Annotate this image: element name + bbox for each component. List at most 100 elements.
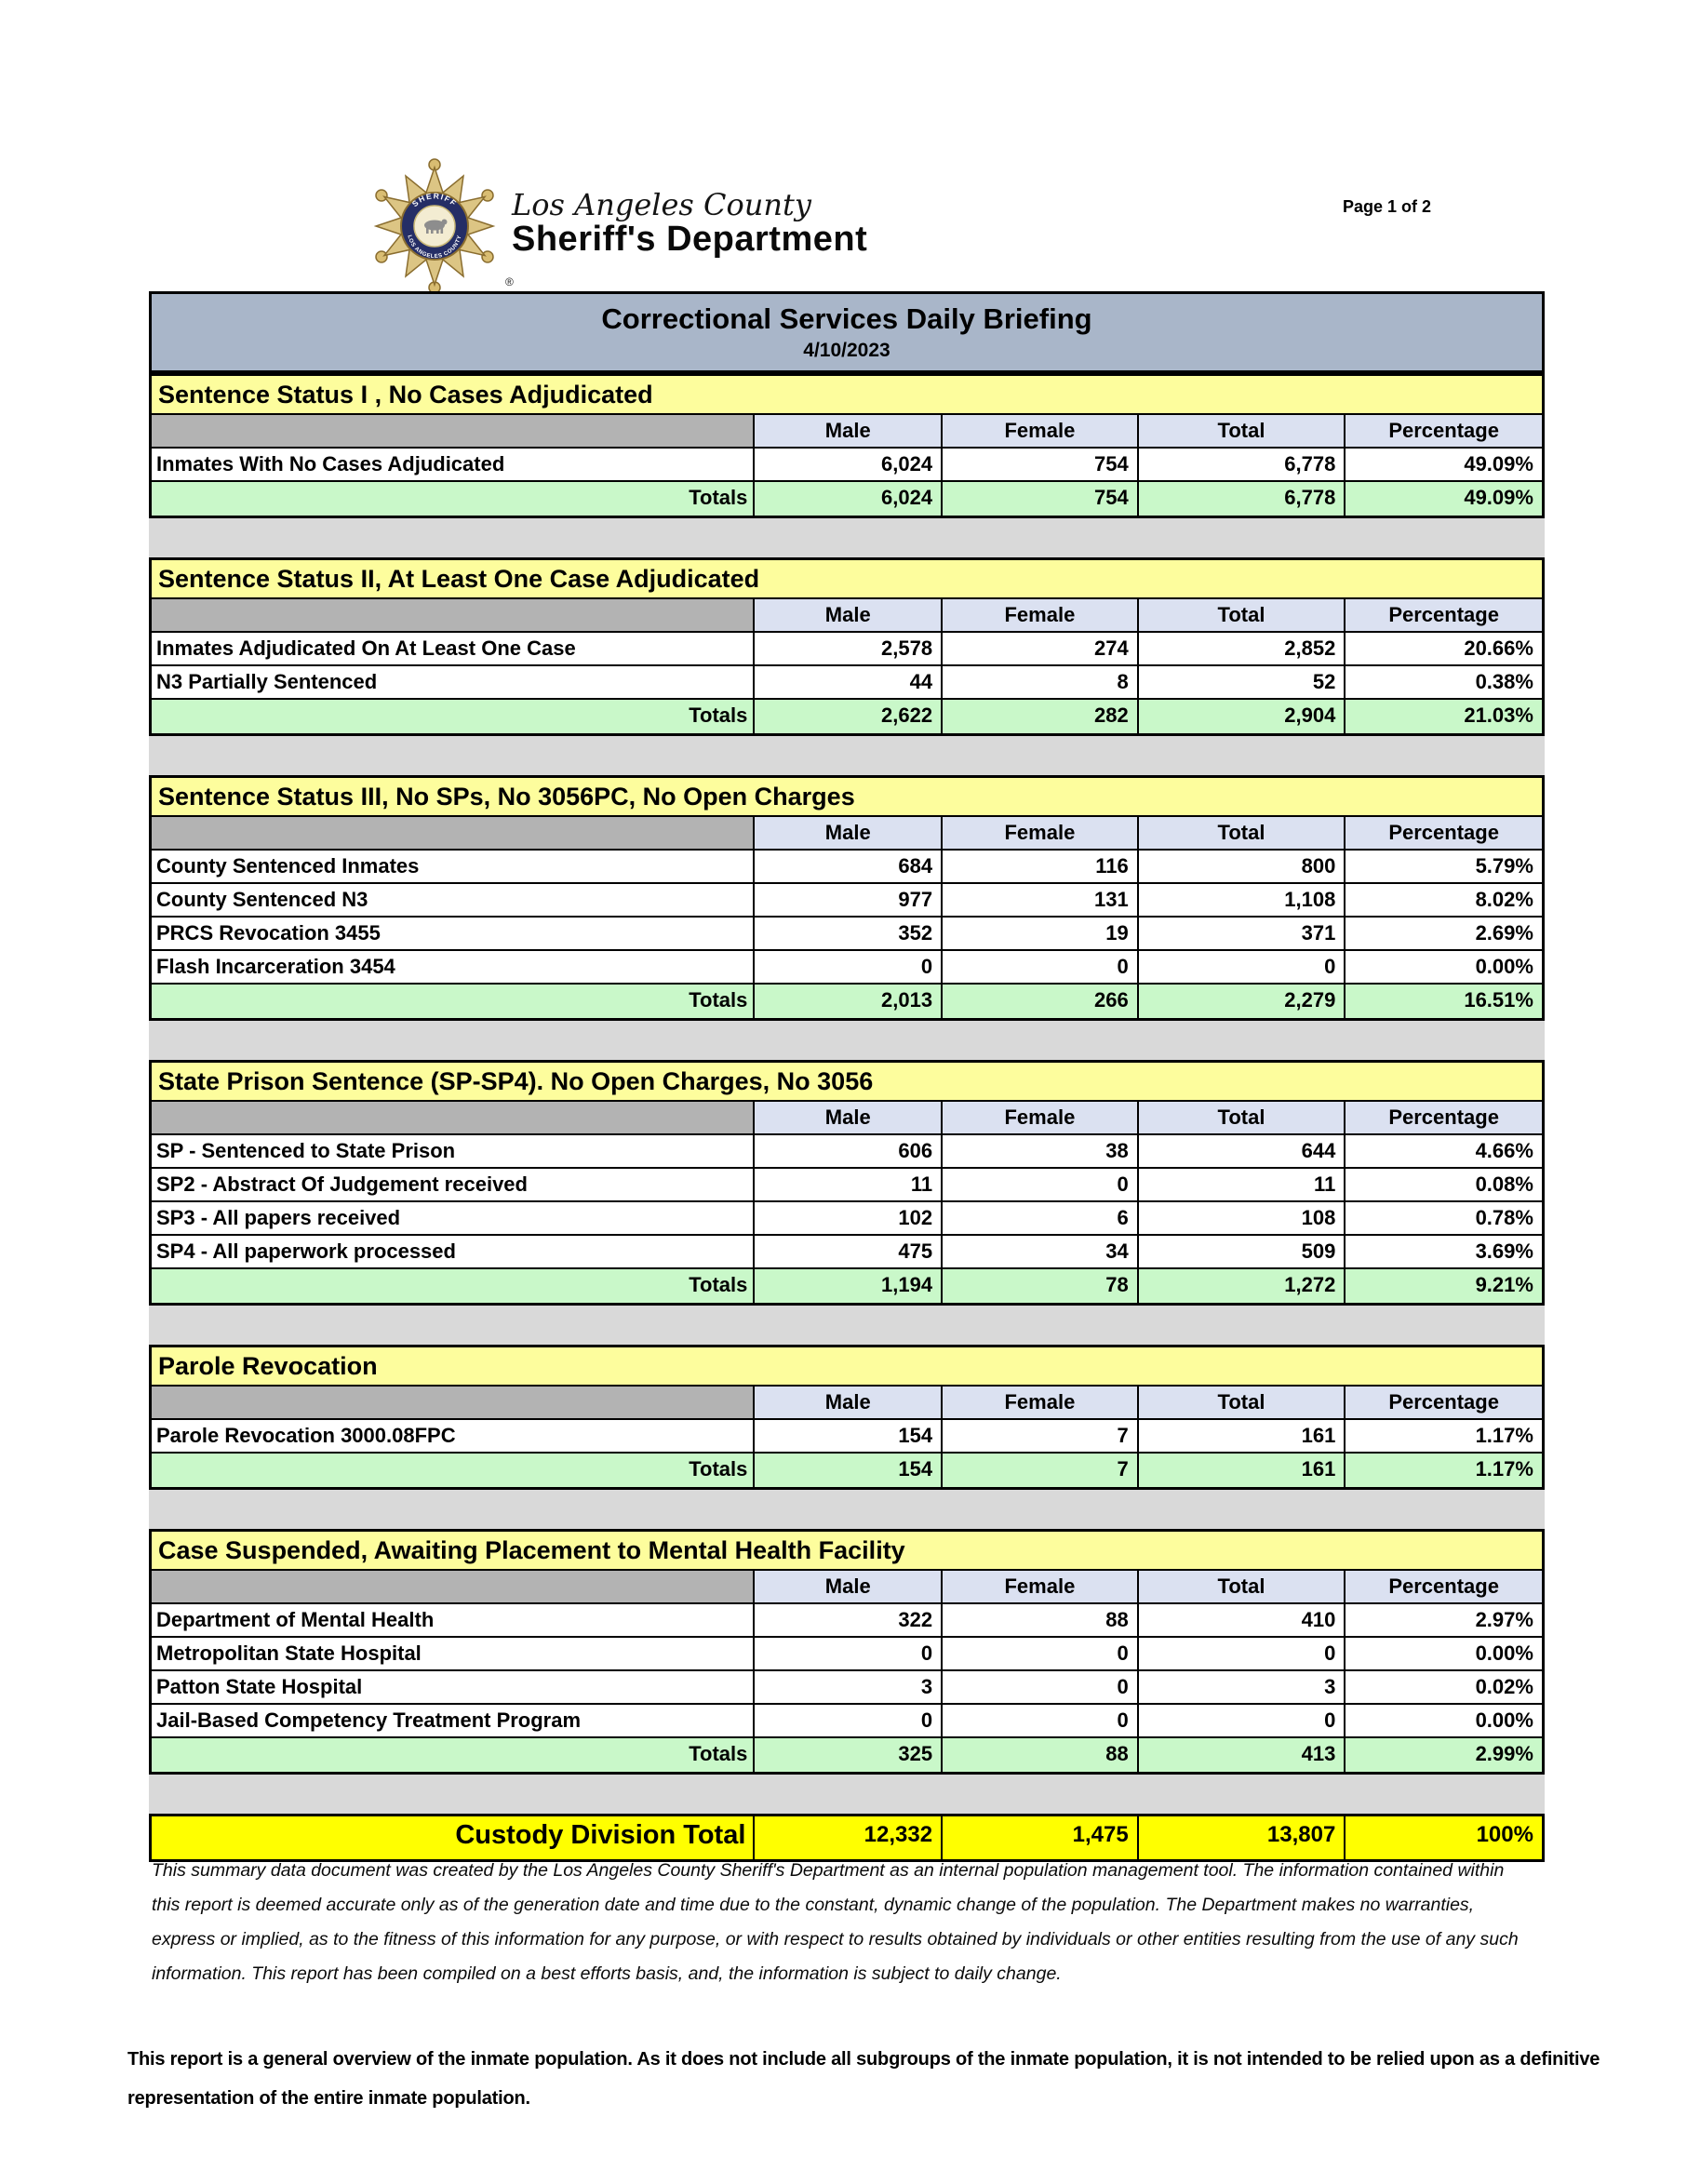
row-total: 2,852 xyxy=(1138,633,1346,664)
disclaimer-text: This summary data document was created b… xyxy=(152,1860,1519,1984)
table-row: Inmates Adjudicated On At Least One Case… xyxy=(152,633,1542,666)
row-percentage: 0.78% xyxy=(1346,1202,1542,1234)
row-male: 0 xyxy=(755,1705,944,1736)
table-row: County Sentenced N3 977 131 1,108 8.02% xyxy=(152,884,1542,918)
row-label: Parole Revocation 3000.08FPC xyxy=(152,1420,756,1452)
table-row: SP3 - All papers received 102 6 108 0.78% xyxy=(152,1202,1542,1236)
row-percentage: 0.02% xyxy=(1346,1671,1542,1703)
totals-label: Totals xyxy=(152,1269,756,1303)
table-row: County Sentenced Inmates 684 116 800 5.79% xyxy=(152,851,1542,884)
row-total: 0 xyxy=(1138,1638,1346,1669)
totals-row: Totals 154 7 161 1.17% xyxy=(152,1454,1542,1487)
table-row: Patton State Hospital 3 0 3 0.02% xyxy=(152,1671,1542,1705)
totals-female: 78 xyxy=(943,1269,1139,1303)
totals-label: Totals xyxy=(152,1454,756,1487)
agency-name-department: Sheriff's Department xyxy=(512,220,868,259)
row-male: 0 xyxy=(755,1638,944,1669)
totals-male: 325 xyxy=(755,1738,944,1772)
totals-percentage: 1.17% xyxy=(1346,1454,1542,1487)
row-total: 800 xyxy=(1138,851,1346,882)
section-5: Parole Revocation Male Female Total Percenta… xyxy=(149,1345,1545,1490)
column-header-male: Male xyxy=(755,1102,944,1133)
column-header-male: Male xyxy=(755,415,944,447)
table-row: SP2 - Abstract Of Judgement received 11 0 1… xyxy=(152,1169,1542,1202)
row-male: 684 xyxy=(755,851,944,882)
totals-female: 282 xyxy=(943,700,1139,733)
totals-female: 88 xyxy=(943,1738,1139,1772)
row-percentage: 0.00% xyxy=(1346,1705,1542,1736)
row-label: SP3 - All papers received xyxy=(152,1202,756,1234)
row-percentage: 0.00% xyxy=(1346,951,1542,983)
column-header-percentage: Percentage xyxy=(1346,599,1542,631)
row-total: 410 xyxy=(1138,1604,1346,1636)
row-male: 606 xyxy=(755,1135,944,1167)
grand-total-total: 13,807 xyxy=(1138,1816,1346,1859)
row-male: 352 xyxy=(755,918,944,949)
daily-briefing-table: Correctional Services Daily Briefing 4/1… xyxy=(149,291,1545,1862)
column-header-percentage: Percentage xyxy=(1346,1571,1542,1602)
row-label: Inmates With No Cases Adjudicated xyxy=(152,449,756,480)
table-row: Department of Mental Health 322 88 410 2.97% xyxy=(152,1604,1542,1638)
section-spacer xyxy=(149,736,1545,775)
row-male: 44 xyxy=(755,666,944,698)
agency-logo: SHERIFF LOS ANGELES COUNTY Los Angeles C… xyxy=(363,110,958,294)
row-female: 38 xyxy=(943,1135,1139,1167)
report-date: 4/10/2023 xyxy=(803,340,890,361)
row-female: 0 xyxy=(943,1705,1139,1736)
totals-percentage: 2.99% xyxy=(1346,1738,1542,1772)
totals-female: 266 xyxy=(943,985,1139,1018)
row-female: 0 xyxy=(943,1638,1139,1669)
section-title: Parole Revocation xyxy=(152,1347,1542,1387)
totals-row: Totals 1,194 78 1,272 9.21% xyxy=(152,1269,1542,1303)
row-label: County Sentenced Inmates xyxy=(152,851,756,882)
column-header-total: Total xyxy=(1138,1571,1346,1602)
row-total: 11 xyxy=(1138,1169,1346,1200)
grand-total-label: Custody Division Total xyxy=(152,1816,756,1859)
row-total: 371 xyxy=(1138,918,1346,949)
row-male: 475 xyxy=(755,1236,944,1267)
column-header-total: Total xyxy=(1138,1387,1346,1418)
row-female: 34 xyxy=(943,1236,1139,1267)
column-header-female: Female xyxy=(943,817,1139,849)
row-male: 6,024 xyxy=(755,449,944,480)
section-spacer xyxy=(149,1775,1545,1814)
section-1: Sentence Status I , No Cases Adjudicated… xyxy=(149,373,1545,518)
totals-total: 2,279 xyxy=(1138,985,1346,1018)
totals-female: 7 xyxy=(943,1454,1139,1487)
row-female: 274 xyxy=(943,633,1139,664)
row-label: SP - Sentenced to State Prison xyxy=(152,1135,756,1167)
registered-trademark-mark: ® xyxy=(505,275,514,288)
row-label: SP2 - Abstract Of Judgement received xyxy=(152,1169,756,1200)
row-female: 0 xyxy=(943,1671,1139,1703)
column-header-row: Male Female Total Percentage xyxy=(152,817,1542,851)
section-title: Sentence Status III, No SPs, No 3056PC, … xyxy=(152,778,1542,817)
totals-label: Totals xyxy=(152,700,756,733)
page-number: Page 1 of 2 xyxy=(1343,197,1432,216)
row-male: 3 xyxy=(755,1671,944,1703)
table-row: Jail-Based Competency Treatment Program 0… xyxy=(152,1705,1542,1738)
section-4: State Prison Sentence (SP-SP4). No Open … xyxy=(149,1060,1545,1306)
row-percentage: 0.08% xyxy=(1346,1169,1542,1200)
row-female: 754 xyxy=(943,449,1139,480)
column-header-male: Male xyxy=(755,1387,944,1418)
totals-label: Totals xyxy=(152,482,756,516)
row-label: Metropolitan State Hospital xyxy=(152,1638,756,1669)
column-header-total: Total xyxy=(1138,1102,1346,1133)
row-label: PRCS Revocation 3455 xyxy=(152,918,756,949)
row-total: 161 xyxy=(1138,1420,1346,1452)
column-header-blank xyxy=(152,415,756,447)
row-percentage: 8.02% xyxy=(1346,884,1542,916)
sheriff-star-badge-icon: SHERIFF LOS ANGELES COUNTY xyxy=(365,156,504,301)
row-total: 52 xyxy=(1138,666,1346,698)
report-title-bar: Correctional Services Daily Briefing 4/1… xyxy=(149,291,1545,373)
table-row: PRCS Revocation 3455 352 19 371 2.69% xyxy=(152,918,1542,951)
column-header-female: Female xyxy=(943,1387,1139,1418)
table-row: Inmates With No Cases Adjudicated 6,024 75… xyxy=(152,449,1542,482)
totals-label: Totals xyxy=(152,985,756,1018)
row-percentage: 49.09% xyxy=(1346,449,1542,480)
agency-name-county: Los Angeles County xyxy=(512,187,811,222)
row-label: Flash Incarceration 3454 xyxy=(152,951,756,983)
totals-total: 2,904 xyxy=(1138,700,1346,733)
row-female: 88 xyxy=(943,1604,1139,1636)
row-male: 102 xyxy=(755,1202,944,1234)
